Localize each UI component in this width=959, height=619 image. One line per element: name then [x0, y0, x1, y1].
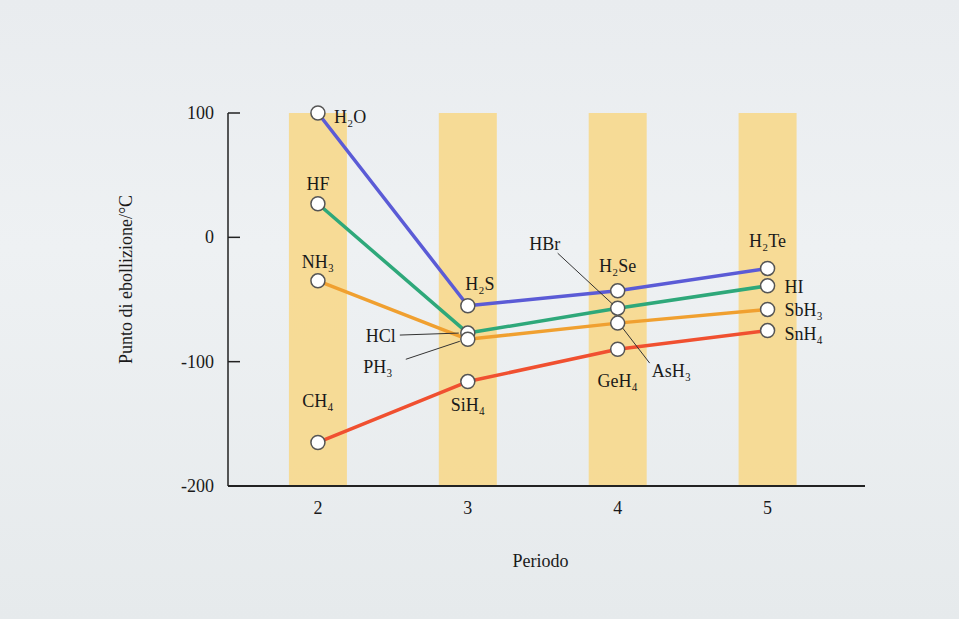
leader-line — [558, 253, 613, 304]
point-label: HI — [785, 277, 804, 297]
point-label: H₂S — [465, 274, 494, 294]
data-point — [461, 375, 475, 389]
point-label: H₂O — [334, 107, 366, 127]
series-line — [318, 113, 768, 306]
leader-line — [400, 333, 459, 335]
x-tick-label: 3 — [463, 498, 472, 518]
data-point — [611, 284, 625, 298]
y-tick-label: -100 — [181, 352, 214, 372]
y-tick — [228, 485, 240, 487]
point-label: SiH₄ — [451, 395, 485, 415]
period-band — [439, 113, 497, 486]
y-tick — [228, 112, 240, 114]
leader-line — [623, 328, 650, 363]
data-point — [761, 324, 775, 338]
x-axis — [228, 485, 865, 487]
period-band — [289, 113, 347, 486]
period-band — [589, 113, 647, 486]
x-tick-label: 5 — [763, 498, 772, 518]
point-label: H₂Se — [599, 256, 636, 276]
x-axis-label: Periodo — [513, 551, 569, 571]
point-label: CH₄ — [302, 391, 333, 411]
y-tick-label: -200 — [181, 476, 214, 496]
point-label: NH₃ — [302, 252, 334, 272]
data-point — [311, 274, 325, 288]
plot-area — [311, 106, 775, 449]
data-point — [311, 435, 325, 449]
point-label: HF — [306, 174, 329, 194]
data-point — [311, 197, 325, 211]
data-point — [761, 302, 775, 316]
data-point — [311, 106, 325, 120]
point-label: PH₃ — [363, 357, 392, 377]
point-label: H₂Te — [749, 231, 786, 251]
y-tick-label: 0 — [205, 227, 214, 247]
chart: -200 -100 0 100 2 3 4 5 Periodo Punto di ebollizi… — [0, 0, 959, 619]
point-label: AsH₃ — [652, 361, 691, 381]
data-point — [761, 261, 775, 275]
point-labels: H₂O H₂S H₂Se H₂Te HF HCl HBr HI NH₃ PH₃ AsH₃ SbH₃ CH… — [302, 107, 823, 415]
data-point — [611, 316, 625, 330]
x-tick-label: 4 — [613, 498, 622, 518]
y-axis-label: Punto di ebollizione/°C — [116, 195, 136, 364]
y-tick-label: 100 — [187, 103, 214, 123]
data-point — [461, 332, 475, 346]
point-label: SnH₄ — [785, 324, 823, 344]
leader-line — [406, 341, 460, 359]
point-label: HCl — [366, 326, 396, 346]
x-tick-label: 2 — [313, 498, 322, 518]
series-line — [318, 204, 768, 333]
point-label: GeH₄ — [598, 371, 638, 391]
data-point — [461, 299, 475, 313]
y-axis — [227, 113, 229, 486]
point-label: HBr — [529, 234, 560, 254]
data-point — [611, 301, 625, 315]
data-point — [761, 279, 775, 293]
y-tick — [228, 361, 240, 363]
y-tick — [228, 237, 240, 239]
series-line — [318, 331, 768, 443]
point-label: SbH₃ — [785, 300, 823, 320]
chart-root: -200 -100 0 100 2 3 4 5 Periodo Punto di ebollizi… — [0, 0, 959, 619]
data-point — [611, 342, 625, 356]
